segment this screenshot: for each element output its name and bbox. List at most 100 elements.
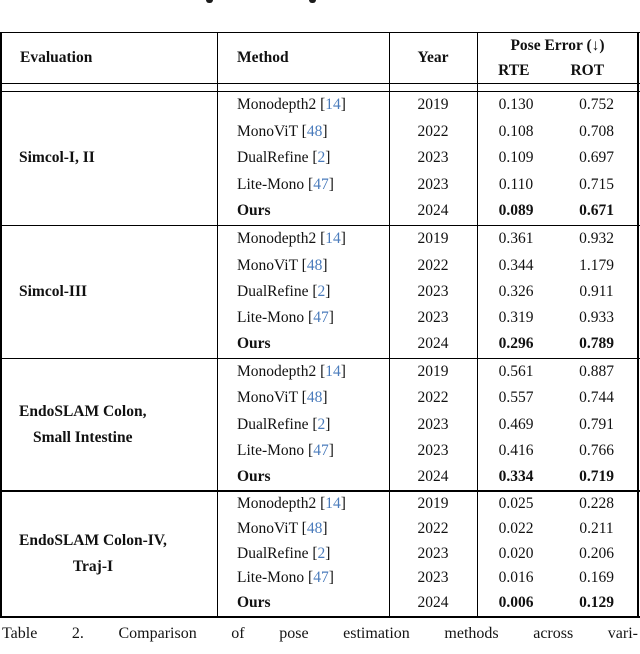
evaluation-label: Simcol-I, II [19, 145, 95, 171]
method-name: DualRefine [237, 544, 309, 562]
method-cell: MonoViT [48] [237, 122, 328, 140]
header-label: ROT [570, 62, 605, 79]
pose-error-subheaders: RTE ROT [477, 59, 638, 83]
table-row: Monodepth2 [14] 2019 0.130 0.752 [217, 92, 638, 118]
rte-value-cell: 0.469 [498, 415, 534, 433]
rot-value-cell: 0.932 [579, 230, 614, 248]
method-cell: DualRefine [2] [237, 282, 331, 300]
method-cell: Monodepth2 [14] [237, 230, 346, 248]
table-row: MonoViT [48] 2022 0.108 0.708 [217, 119, 638, 145]
block-separator-rule [0, 224, 640, 227]
block-rows: Monodepth2 [14] 2019 0.025 0.228 MonoViT [48… [217, 492, 638, 616]
block-separator-rule [0, 490, 640, 492]
rot-value-cell: 0.211 [579, 519, 614, 537]
method-name: MonoViT [237, 256, 298, 274]
block-rows: Monodepth2 [14] 2019 0.361 0.932 MonoViT [48… [217, 226, 638, 357]
column-divider [216, 31, 219, 618]
method-name: Lite-Mono [237, 175, 305, 193]
clipped-text-fragment [309, 0, 316, 3]
header-cell-pose-error: Pose Error (↓) RTE ROT [477, 33, 638, 83]
year-cell: 2024 [417, 467, 449, 485]
method-name: DualRefine [237, 282, 309, 300]
table-right-border [637, 31, 639, 618]
citation-link[interactable]: 2 [317, 282, 326, 300]
citation-link[interactable]: 14 [325, 495, 341, 513]
year-cell: 2019 [417, 363, 449, 381]
table-row: Ours 2024 0.334 0.719 [217, 464, 638, 490]
citation-link[interactable]: 47 [313, 569, 329, 587]
rot-value-cell: 0.708 [579, 122, 614, 140]
table-row: Ours 2024 0.006 0.129 [217, 591, 638, 616]
year-cell: 2024 [417, 594, 449, 612]
rot-value-cell: 0.766 [579, 441, 614, 459]
citation-link[interactable]: 47 [313, 441, 329, 459]
rte-value-cell: 0.361 [498, 230, 534, 248]
table-row: DualRefine [2] 2023 0.469 0.791 [217, 412, 638, 438]
table-row: Monodepth2 [14] 2019 0.561 0.887 [217, 359, 638, 385]
table-row: Monodepth2 [14] 2019 0.361 0.932 [217, 226, 638, 252]
header-label: Method [237, 49, 289, 66]
citation-link[interactable]: 48 [306, 122, 323, 140]
citation-link[interactable]: 47 [313, 175, 329, 193]
method-name: Monodepth2 [237, 96, 317, 114]
method-name: Ours [237, 202, 271, 220]
method-name: Monodepth2 [237, 230, 317, 248]
method-cell: DualRefine [2] [237, 149, 331, 167]
method-cell: MonoViT [48] [237, 519, 328, 537]
rte-value-cell: 0.016 [498, 569, 534, 587]
table-row: Lite-Mono [47] 2023 0.016 0.169 [217, 566, 638, 591]
table-row: DualRefine [2] 2023 0.109 0.697 [217, 145, 638, 171]
evaluation-cell: EndoSLAM Colon, Small Intestine [0, 359, 217, 490]
citation-link[interactable]: 48 [306, 519, 323, 537]
column-divider [388, 31, 391, 618]
method-cell: DualRefine [2] [237, 544, 331, 562]
citation-link[interactable]: 14 [325, 230, 341, 248]
table-row: Lite-Mono [47] 2023 0.319 0.933 [217, 305, 638, 331]
citation-link[interactable]: 2 [317, 415, 326, 433]
evaluation-cell: EndoSLAM Colon-IV, Traj-I [0, 492, 217, 616]
method-name: Monodepth2 [237, 495, 317, 513]
evaluation-label: EndoSLAM Colon, Small Intestine [19, 399, 146, 451]
table-row: Lite-Mono [47] 2023 0.416 0.766 [217, 438, 638, 464]
rot-value-cell: 0.671 [579, 202, 614, 220]
clipped-text-fragment [206, 0, 213, 3]
citation-link[interactable]: 48 [306, 256, 323, 274]
method-name: DualRefine [237, 149, 309, 167]
table-row: MonoViT [48] 2022 0.557 0.744 [217, 385, 638, 411]
rte-value-cell: 0.416 [498, 441, 534, 459]
evaluation-label: EndoSLAM Colon-IV, Traj-I [19, 528, 167, 580]
method-cell: Ours [217, 202, 389, 220]
method-cell: Ours [217, 335, 389, 353]
header-label: Year [417, 49, 449, 66]
year-cell: 2023 [417, 415, 449, 433]
method-cell: Ours [217, 594, 389, 612]
rte-value-cell: 0.344 [498, 256, 534, 274]
year-cell: 2023 [417, 544, 449, 562]
table-block: EndoSLAM Colon, Small Intestine Monodepth2… [0, 359, 638, 490]
table-row: MonoViT [48] 2022 0.344 1.179 [217, 252, 638, 278]
citation-link[interactable]: 47 [313, 309, 329, 327]
rte-value-cell: 0.108 [498, 122, 534, 140]
citation-link[interactable]: 2 [317, 544, 326, 562]
rte-value-cell: 0.020 [498, 544, 534, 562]
header-double-rule [0, 90, 640, 93]
rot-value-cell: 0.228 [579, 495, 614, 513]
citation-link[interactable]: 2 [317, 149, 326, 167]
year-cell: 2023 [417, 441, 449, 459]
method-cell: Monodepth2 [14] [237, 495, 346, 513]
method-cell: Lite-Mono [47] [237, 175, 334, 193]
block-separator-rule [0, 357, 640, 360]
table-left-border [0, 31, 2, 618]
table-header-row: Evaluation Method Year Pose Error (↓) RT… [0, 33, 638, 83]
method-name: Ours [237, 594, 271, 612]
rot-value-cell: 0.791 [579, 415, 614, 433]
method-name: DualRefine [237, 415, 309, 433]
citation-link[interactable]: 14 [325, 96, 341, 114]
citation-link[interactable]: 14 [325, 363, 341, 381]
evaluation-label-line: EndoSLAM Colon, [19, 402, 147, 420]
rte-value-cell: 0.130 [498, 96, 534, 114]
header-label: Evaluation [20, 49, 93, 66]
rot-value-cell: 0.697 [579, 149, 614, 167]
method-name: MonoViT [237, 389, 298, 407]
citation-link[interactable]: 48 [306, 389, 323, 407]
